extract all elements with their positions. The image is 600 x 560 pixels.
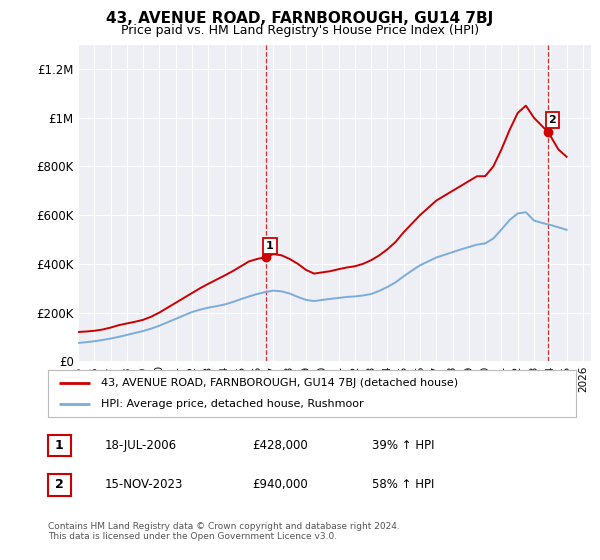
- Text: £428,000: £428,000: [252, 439, 308, 452]
- Text: Contains HM Land Registry data © Crown copyright and database right 2024.
This d: Contains HM Land Registry data © Crown c…: [48, 522, 400, 542]
- Text: 2: 2: [548, 115, 556, 125]
- Text: £940,000: £940,000: [252, 478, 308, 492]
- Text: 39% ↑ HPI: 39% ↑ HPI: [372, 439, 434, 452]
- Text: 1: 1: [55, 439, 64, 452]
- Text: Price paid vs. HM Land Registry's House Price Index (HPI): Price paid vs. HM Land Registry's House …: [121, 24, 479, 36]
- Text: HPI: Average price, detached house, Rushmoor: HPI: Average price, detached house, Rush…: [101, 399, 364, 409]
- Text: 15-NOV-2023: 15-NOV-2023: [105, 478, 184, 492]
- Text: 18-JUL-2006: 18-JUL-2006: [105, 439, 177, 452]
- Text: 43, AVENUE ROAD, FARNBOROUGH, GU14 7BJ (detached house): 43, AVENUE ROAD, FARNBOROUGH, GU14 7BJ (…: [101, 378, 458, 388]
- Text: 1: 1: [266, 241, 274, 251]
- Text: 58% ↑ HPI: 58% ↑ HPI: [372, 478, 434, 492]
- Text: 43, AVENUE ROAD, FARNBOROUGH, GU14 7BJ: 43, AVENUE ROAD, FARNBOROUGH, GU14 7BJ: [106, 11, 494, 26]
- Text: 2: 2: [55, 478, 64, 492]
